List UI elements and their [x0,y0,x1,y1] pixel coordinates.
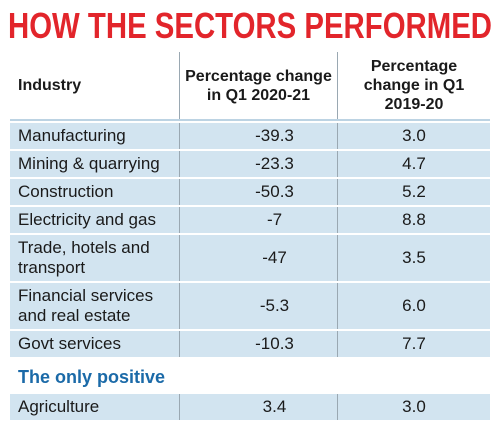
table: Industry Percentage change in Q1 2020-21 P… [10,52,490,422]
change-2020-21-cell: -23.3 [180,151,338,177]
header-row: Industry Percentage change in Q1 2020-21 P… [10,52,490,121]
table-row: Govt services -10.3 7.7 [10,331,490,357]
change-2019-20-cell: 7.7 [402,334,426,353]
industry-cell: Manufacturing [10,123,180,149]
change-2020-21-cell: 3.4 [180,394,338,420]
change-2020-21-cell: -50.3 [180,179,338,205]
change-2019-20-cell: 3.5 [402,248,426,267]
industry-cell: Mining & quarrying [10,151,180,177]
table-row: Agriculture 3.4 3.0 [10,394,490,420]
change-2020-21-cell: -5.3 [180,283,338,329]
change-2019-20-cell: 6.0 [402,296,426,315]
change-2020-21-cell: -47 [180,235,338,281]
table-row: Electricity and gas -7 8.8 [10,207,490,233]
header-cell: Percentage change in Q1 2020-21 [180,52,338,119]
change-2020-21-cell: -7 [180,207,338,233]
change-2019-20-cell: 5.2 [402,182,426,201]
table-row: Financial services and real estate -5.3 6.… [10,283,490,329]
table-row: Construction -50.3 5.2 [10,179,490,205]
section-label: The only positive [10,359,490,394]
industry-cell: Govt services [10,331,180,357]
change-2020-21-cell: -10.3 [180,331,338,357]
table-row: Mining & quarrying -23.3 4.7 [10,151,490,177]
table-row: Trade, hotels and transport -47 3.5 [10,235,490,281]
change-2019-20-cell: 3.0 [402,397,426,416]
change-2020-21-cell: -39.3 [180,123,338,149]
industry-cell: Financial services and real estate [10,283,180,329]
change-2019-20-cell: 3.0 [402,126,426,145]
title-area: HOW THE SECTORS PERFORMED [8,5,492,46]
industry-cell: Construction [10,179,180,205]
industry-cell: Trade, hotels and transport [10,235,180,281]
industry-cell: Electricity and gas [10,207,180,233]
industry-cell: Agriculture [10,394,180,420]
header-cell: Industry [10,52,180,119]
header-cell: Percentage change in Q1 2019-20 [363,58,465,113]
table-row: Manufacturing -39.3 3.0 [10,123,490,149]
change-2019-20-cell: 4.7 [402,154,426,173]
title: HOW THE SECTORS PERFORMED [8,5,492,46]
change-2019-20-cell: 8.8 [402,210,426,229]
